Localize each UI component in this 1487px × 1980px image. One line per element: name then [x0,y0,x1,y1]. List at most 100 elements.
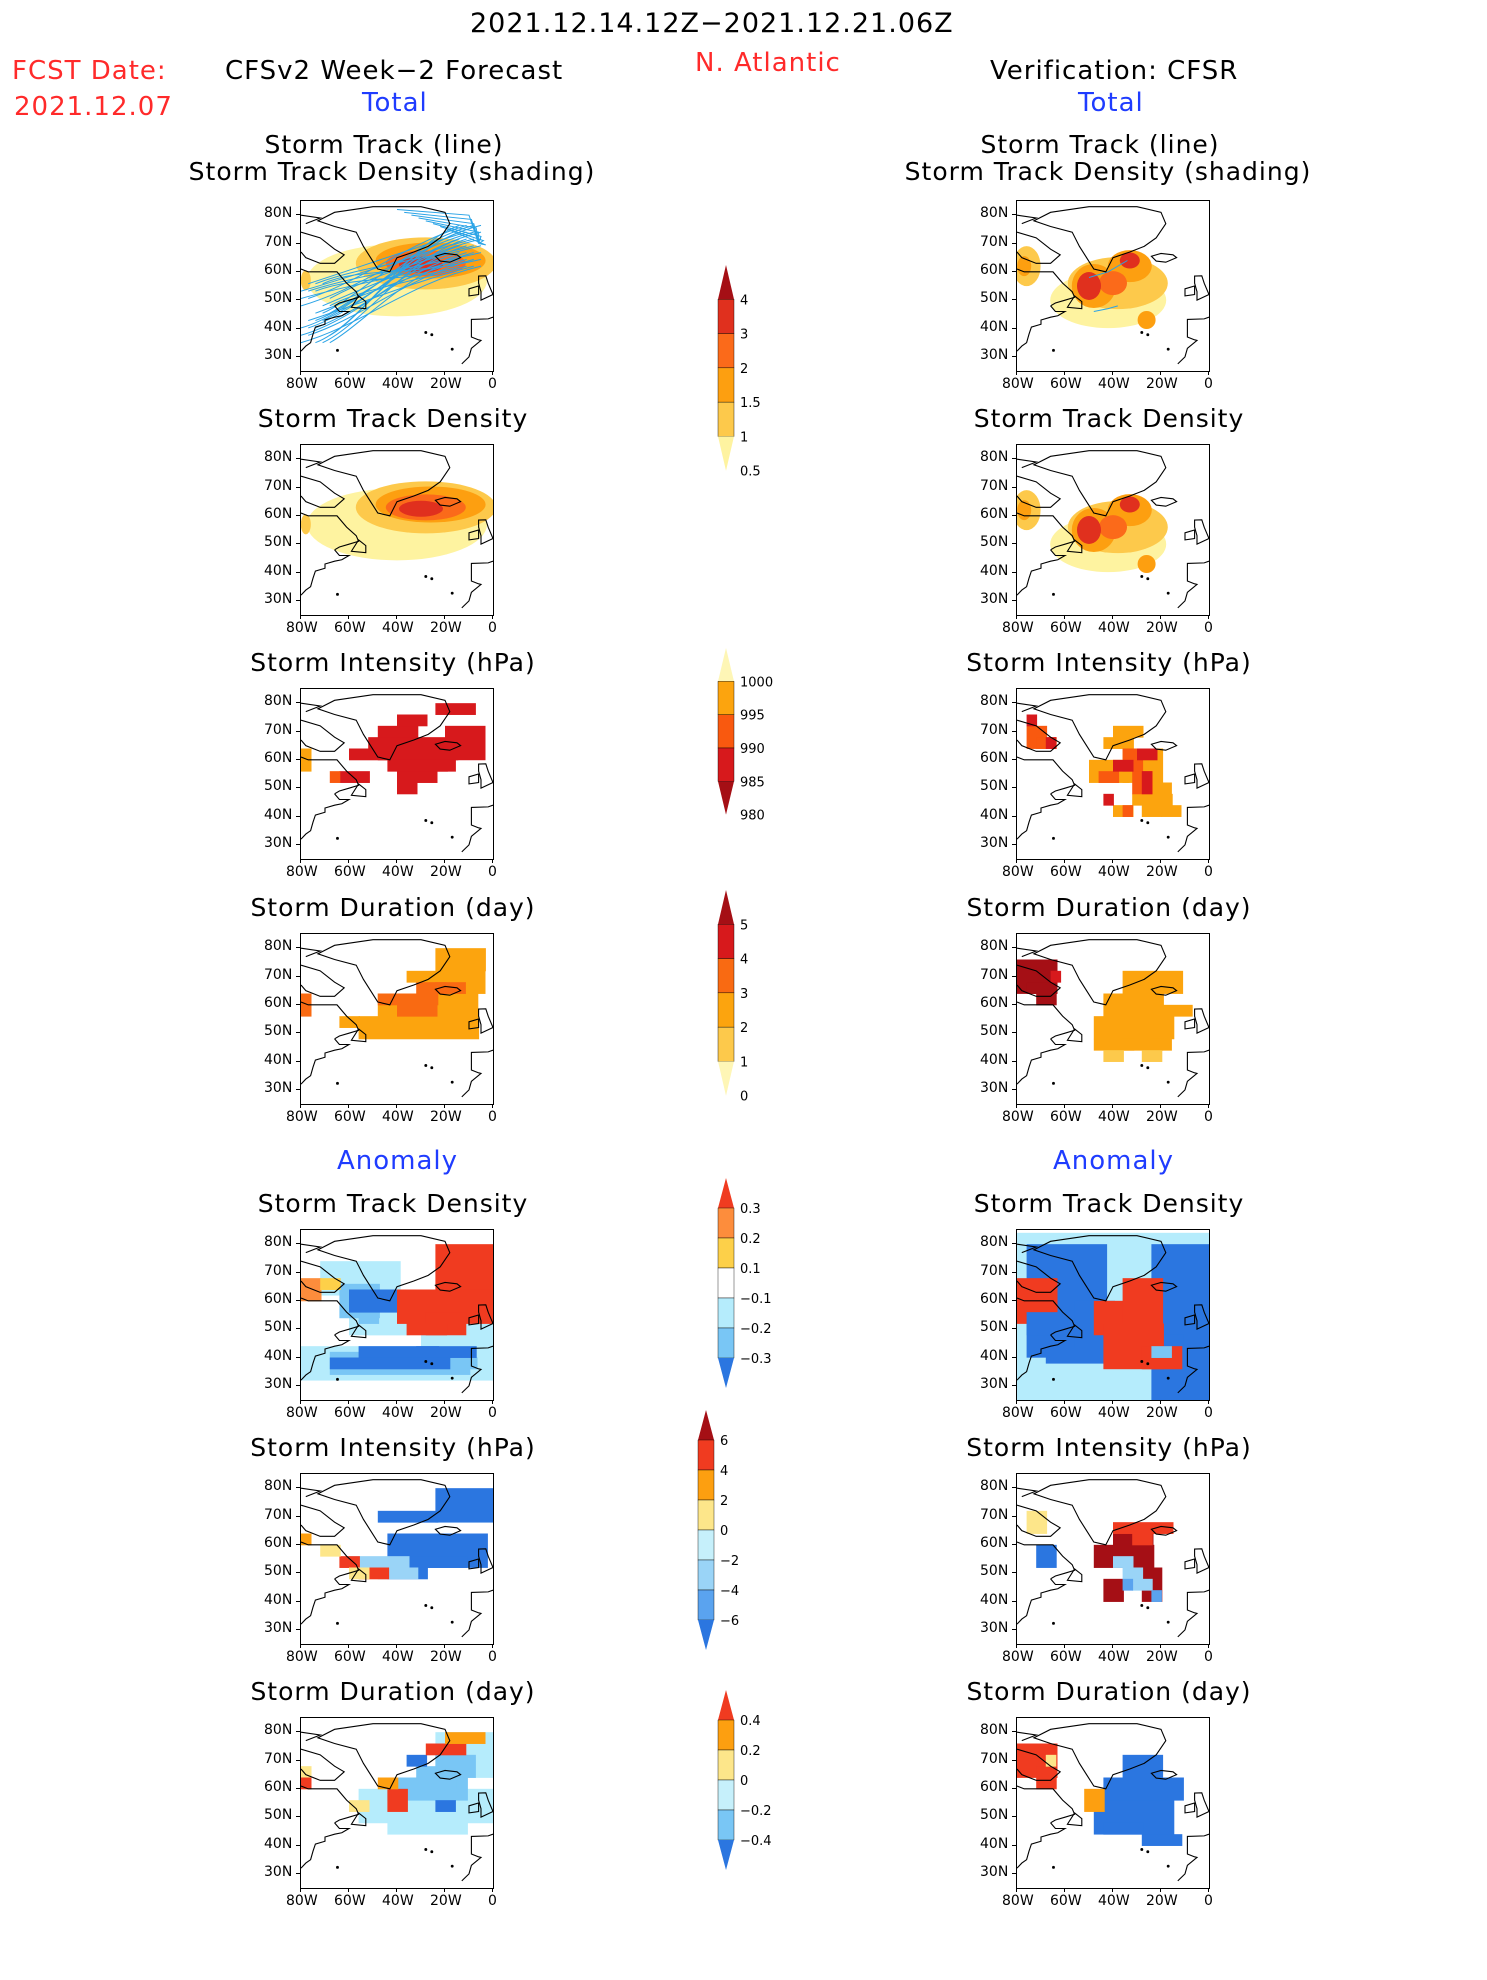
colorbar-label: 0.5 [740,465,761,480]
lat-tick [296,730,300,732]
lat-tick [296,486,300,488]
lat-tick [296,571,300,573]
lat-tick-label: 40N [264,1835,293,1852]
lon-tick-label: 40W [1098,620,1130,636]
lon-tick-label: 60W [1050,864,1082,880]
map-panel-adens-ob [1016,1229,1210,1401]
lon-tick [1160,1104,1161,1108]
lon-tick [1208,1888,1209,1892]
lon-tick-label: 40W [1098,376,1130,392]
lat-tick [296,214,300,216]
lon-tick [348,1644,349,1648]
lon-tick [444,1400,445,1404]
lon-tick [396,1400,397,1404]
lat-tick-label: 80N [980,1234,1009,1251]
lat-tick-label: 30N [264,1375,293,1392]
lat-tick-label: 80N [980,938,1009,955]
colorbar-label: 0 [740,1774,748,1789]
lat-tick [1012,458,1016,460]
colorbar-segment [717,1026,735,1062]
colorbar-segment [717,958,735,994]
lat-tick [1012,599,1016,601]
lon-tick-label: 60W [334,620,366,636]
lat-tick-label: 30N [980,346,1009,363]
lon-tick-label: 0 [1204,1893,1213,1909]
lat-tick-label: 70N [980,966,1009,983]
coastline [1017,939,1209,1098]
colorbar-bottom-triangle [718,436,734,471]
lat-tick [1012,355,1016,357]
lat-tick [1012,1515,1016,1517]
colorbar-label: 4 [740,953,748,968]
coastline [1017,1479,1209,1638]
fcst-date-value: 2021.12.07 [14,92,173,122]
lat-tick [296,1872,300,1874]
map-panel-dens-ob [1016,444,1210,616]
lon-tick [1112,371,1113,375]
lat-tick-label: 50N [980,1319,1009,1336]
map-panel-int-fc [300,688,494,860]
lat-tick-label: 40N [980,562,1009,579]
colorbar-label: −0.1 [740,1292,772,1307]
lat-tick [1012,1543,1016,1545]
panel-title: Storm Track Density [973,404,1245,433]
lat-tick [296,355,300,357]
lat-tick-label: 70N [264,1262,293,1279]
colorbar-top-triangle [698,1410,714,1440]
colorbar-segment [717,714,735,749]
lat-tick-label: 80N [264,205,293,222]
map-panel-aint-fc [300,1473,494,1645]
lat-tick [1012,486,1016,488]
lon-tick-label: 60W [1050,1405,1082,1421]
lon-tick-label: 0 [488,1893,497,1909]
lat-tick-label: 30N [980,590,1009,607]
right-column-title: Verification: CFSR [990,56,1239,86]
colorbar-segment [697,1559,715,1591]
lat-tick-label: 80N [980,1478,1009,1495]
lon-tick-label: 40W [382,1109,414,1125]
colorbar-bottom-triangle [718,1840,734,1870]
lon-tick-label: 40W [382,864,414,880]
lon-tick-label: 20W [430,1109,462,1125]
colorbar-top-triangle [718,1690,734,1720]
lon-tick [396,1104,397,1108]
lon-tick-label: 20W [1146,1109,1178,1125]
lat-tick-label: 40N [264,1347,293,1364]
lat-tick [296,1628,300,1630]
panel-title: Storm Track Density (shading) [188,157,596,186]
lat-tick [1012,1088,1016,1090]
lat-tick [1012,1271,1016,1273]
lon-tick-label: 80W [1002,864,1034,880]
lat-tick-label: 80N [980,693,1009,710]
coastline [1017,206,1209,365]
colorbar-segment [697,1499,715,1531]
colorbar-segment [717,367,735,403]
panel-title: Storm Track Density [973,1189,1245,1218]
lon-tick [1064,859,1065,863]
map-panel-tracks-ob [1016,200,1210,372]
lat-tick-label: 70N [264,1750,293,1767]
colorbar-label: 4 [720,1464,728,1479]
lat-tick-label: 60N [264,749,293,766]
lon-tick-label: 40W [382,376,414,392]
colorbar-label: 3 [740,987,748,1002]
lon-tick [1208,615,1209,619]
colorbar-label: −0.4 [740,1834,772,1849]
colorbar-segment [717,1297,735,1329]
lat-tick-label: 80N [264,1722,293,1739]
lat-tick-label: 80N [264,449,293,466]
lon-tick-label: 80W [1002,1893,1034,1909]
panel-title: Storm Intensity (hPa) [966,648,1252,677]
colorbar-segment [717,299,735,334]
lat-tick [1012,1328,1016,1330]
lat-tick [1012,299,1016,301]
lon-tick-label: 20W [1146,864,1178,880]
colorbar-label: 985 [740,775,765,790]
lat-tick-label: 60N [264,994,293,1011]
lat-tick-label: 50N [980,534,1009,551]
lat-tick [1012,1816,1016,1818]
panel-title: Storm Track Density [257,1189,529,1218]
lon-tick-label: 80W [286,620,318,636]
colorbar-bottom-triangle [718,1358,734,1388]
lon-tick [1016,1888,1017,1892]
